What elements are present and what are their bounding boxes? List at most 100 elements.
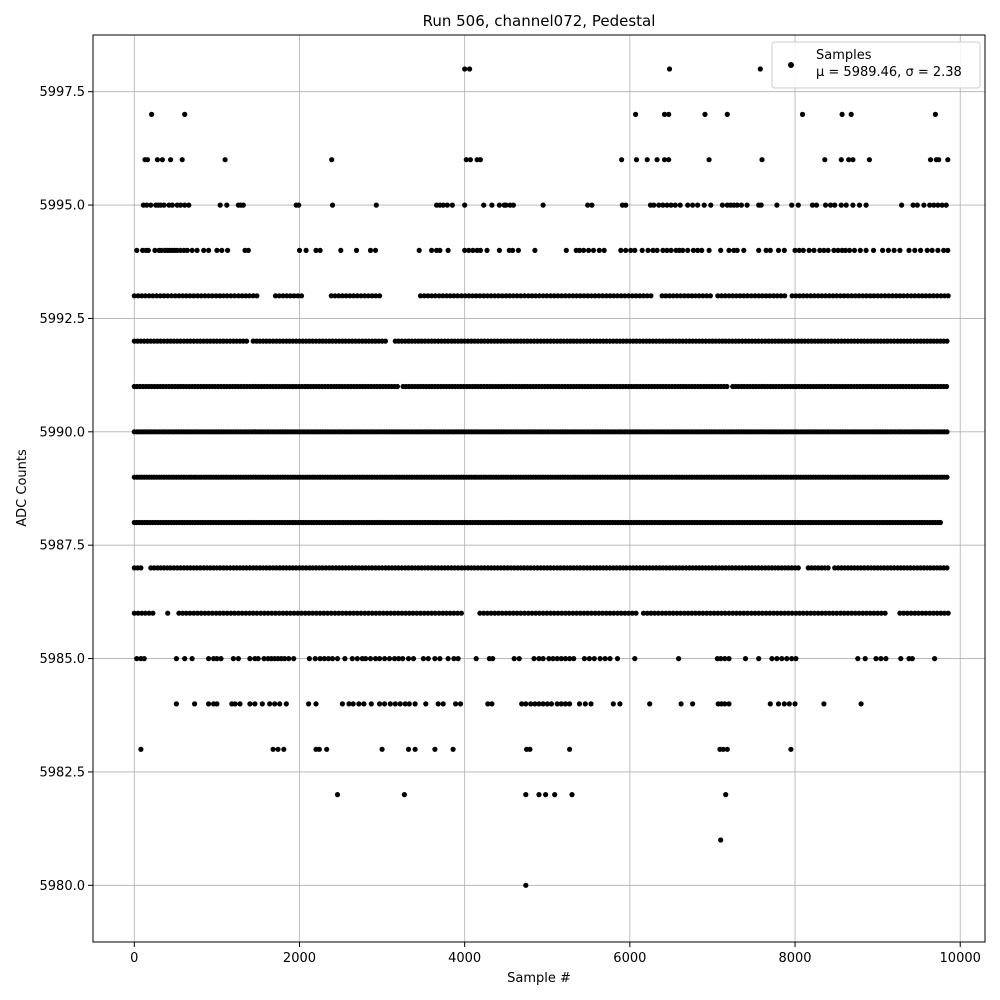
- scatter-point: [867, 293, 873, 299]
- y-tick-label: 5982.5: [40, 765, 86, 780]
- scatter-point: [793, 610, 799, 616]
- scatter-point: [629, 293, 635, 299]
- scatter-point: [577, 293, 583, 299]
- scatter-point: [443, 293, 450, 299]
- scatter-point: [664, 202, 670, 208]
- scatter-point: [603, 610, 609, 616]
- scatter-point: [462, 247, 468, 253]
- scatter-point: [146, 610, 152, 616]
- scatter-point: [536, 656, 542, 662]
- scatter-point: [361, 701, 367, 707]
- scatter-point: [291, 656, 297, 662]
- scatter-point: [659, 610, 665, 616]
- scatter-point: [152, 247, 158, 253]
- scatter-point: [912, 247, 918, 253]
- scatter-point: [555, 610, 561, 616]
- scatter-point: [661, 111, 668, 117]
- scatter-point: [313, 247, 319, 253]
- scatter-point: [194, 293, 201, 299]
- scatter-point: [523, 792, 529, 798]
- scatter-point: [659, 293, 665, 299]
- scatter-point: [883, 656, 889, 662]
- scatter-point: [168, 293, 175, 299]
- scatter-point: [412, 701, 418, 707]
- scatter-point: [857, 247, 863, 253]
- scatter-point: [626, 293, 632, 299]
- scatter-point: [550, 656, 556, 662]
- scatter-point: [734, 202, 740, 208]
- scatter-point: [544, 701, 550, 707]
- scatter-point: [503, 202, 509, 208]
- scatter-point: [774, 610, 780, 616]
- scatter-point: [661, 157, 668, 163]
- scatter-point: [640, 293, 647, 299]
- scatter-point: [722, 610, 728, 616]
- scatter-point: [420, 656, 426, 662]
- scatter-point: [462, 293, 468, 299]
- scatter-point: [183, 293, 189, 299]
- scatter-point: [733, 610, 740, 616]
- scatter-point: [469, 293, 476, 299]
- scatter-point: [173, 701, 179, 707]
- scatter-point: [603, 293, 609, 299]
- scatter-point: [252, 701, 258, 707]
- scatter-point: [906, 247, 912, 253]
- scatter-point: [317, 656, 323, 662]
- scatter-point: [514, 610, 520, 616]
- scatter-point: [927, 293, 933, 299]
- scatter-point: [321, 656, 327, 662]
- scatter-point: [842, 247, 849, 253]
- scatter-point: [944, 429, 950, 435]
- scatter-point: [623, 247, 629, 253]
- scatter-point: [189, 247, 195, 253]
- scatter-point: [511, 656, 517, 662]
- scatter-point: [154, 157, 160, 163]
- scatter-point: [618, 247, 624, 253]
- scatter-point: [245, 247, 251, 253]
- scatter-point: [741, 247, 747, 253]
- scatter-point: [690, 701, 696, 707]
- scatter-point: [870, 247, 877, 253]
- scatter-point: [429, 610, 435, 616]
- scatter-point: [377, 656, 383, 662]
- scatter-point: [601, 247, 607, 253]
- scatter-point: [466, 293, 472, 299]
- scatter-point: [412, 746, 418, 752]
- scatter-point: [660, 202, 666, 208]
- scatter-point: [674, 610, 680, 616]
- scatter-point: [689, 610, 695, 616]
- scatter-point: [722, 656, 728, 662]
- scatter-point: [918, 247, 924, 253]
- scatter-point: [259, 701, 265, 707]
- scatter-point: [261, 656, 267, 662]
- scatter-point: [261, 610, 267, 616]
- scatter-point: [394, 383, 400, 390]
- scatter-point: [281, 746, 287, 752]
- scatter-point: [148, 202, 154, 208]
- scatter-point: [198, 610, 204, 616]
- scatter-point: [406, 701, 412, 707]
- scatter-point: [533, 610, 539, 616]
- scatter-point: [161, 293, 167, 299]
- scatter-point: [748, 610, 754, 616]
- scatter-point: [270, 746, 276, 752]
- scatter-point: [644, 610, 650, 616]
- scatter-point: [239, 610, 245, 616]
- scatter-point: [570, 610, 576, 616]
- scatter-point: [269, 610, 275, 616]
- scatter-point: [640, 610, 647, 616]
- scatter-point: [243, 293, 249, 299]
- scatter-point: [232, 701, 238, 707]
- scatter-point: [813, 202, 820, 208]
- scatter-point: [165, 610, 171, 616]
- scatter-point: [313, 701, 319, 707]
- scatter-point: [131, 293, 137, 299]
- scatter-point: [808, 610, 814, 616]
- scatter-point: [586, 656, 593, 662]
- scatter-point: [310, 610, 316, 616]
- scatter-point: [368, 701, 374, 707]
- scatter-point: [585, 293, 591, 299]
- scatter-point: [339, 610, 345, 616]
- scatter-point: [614, 610, 621, 616]
- scatter-point: [799, 111, 806, 117]
